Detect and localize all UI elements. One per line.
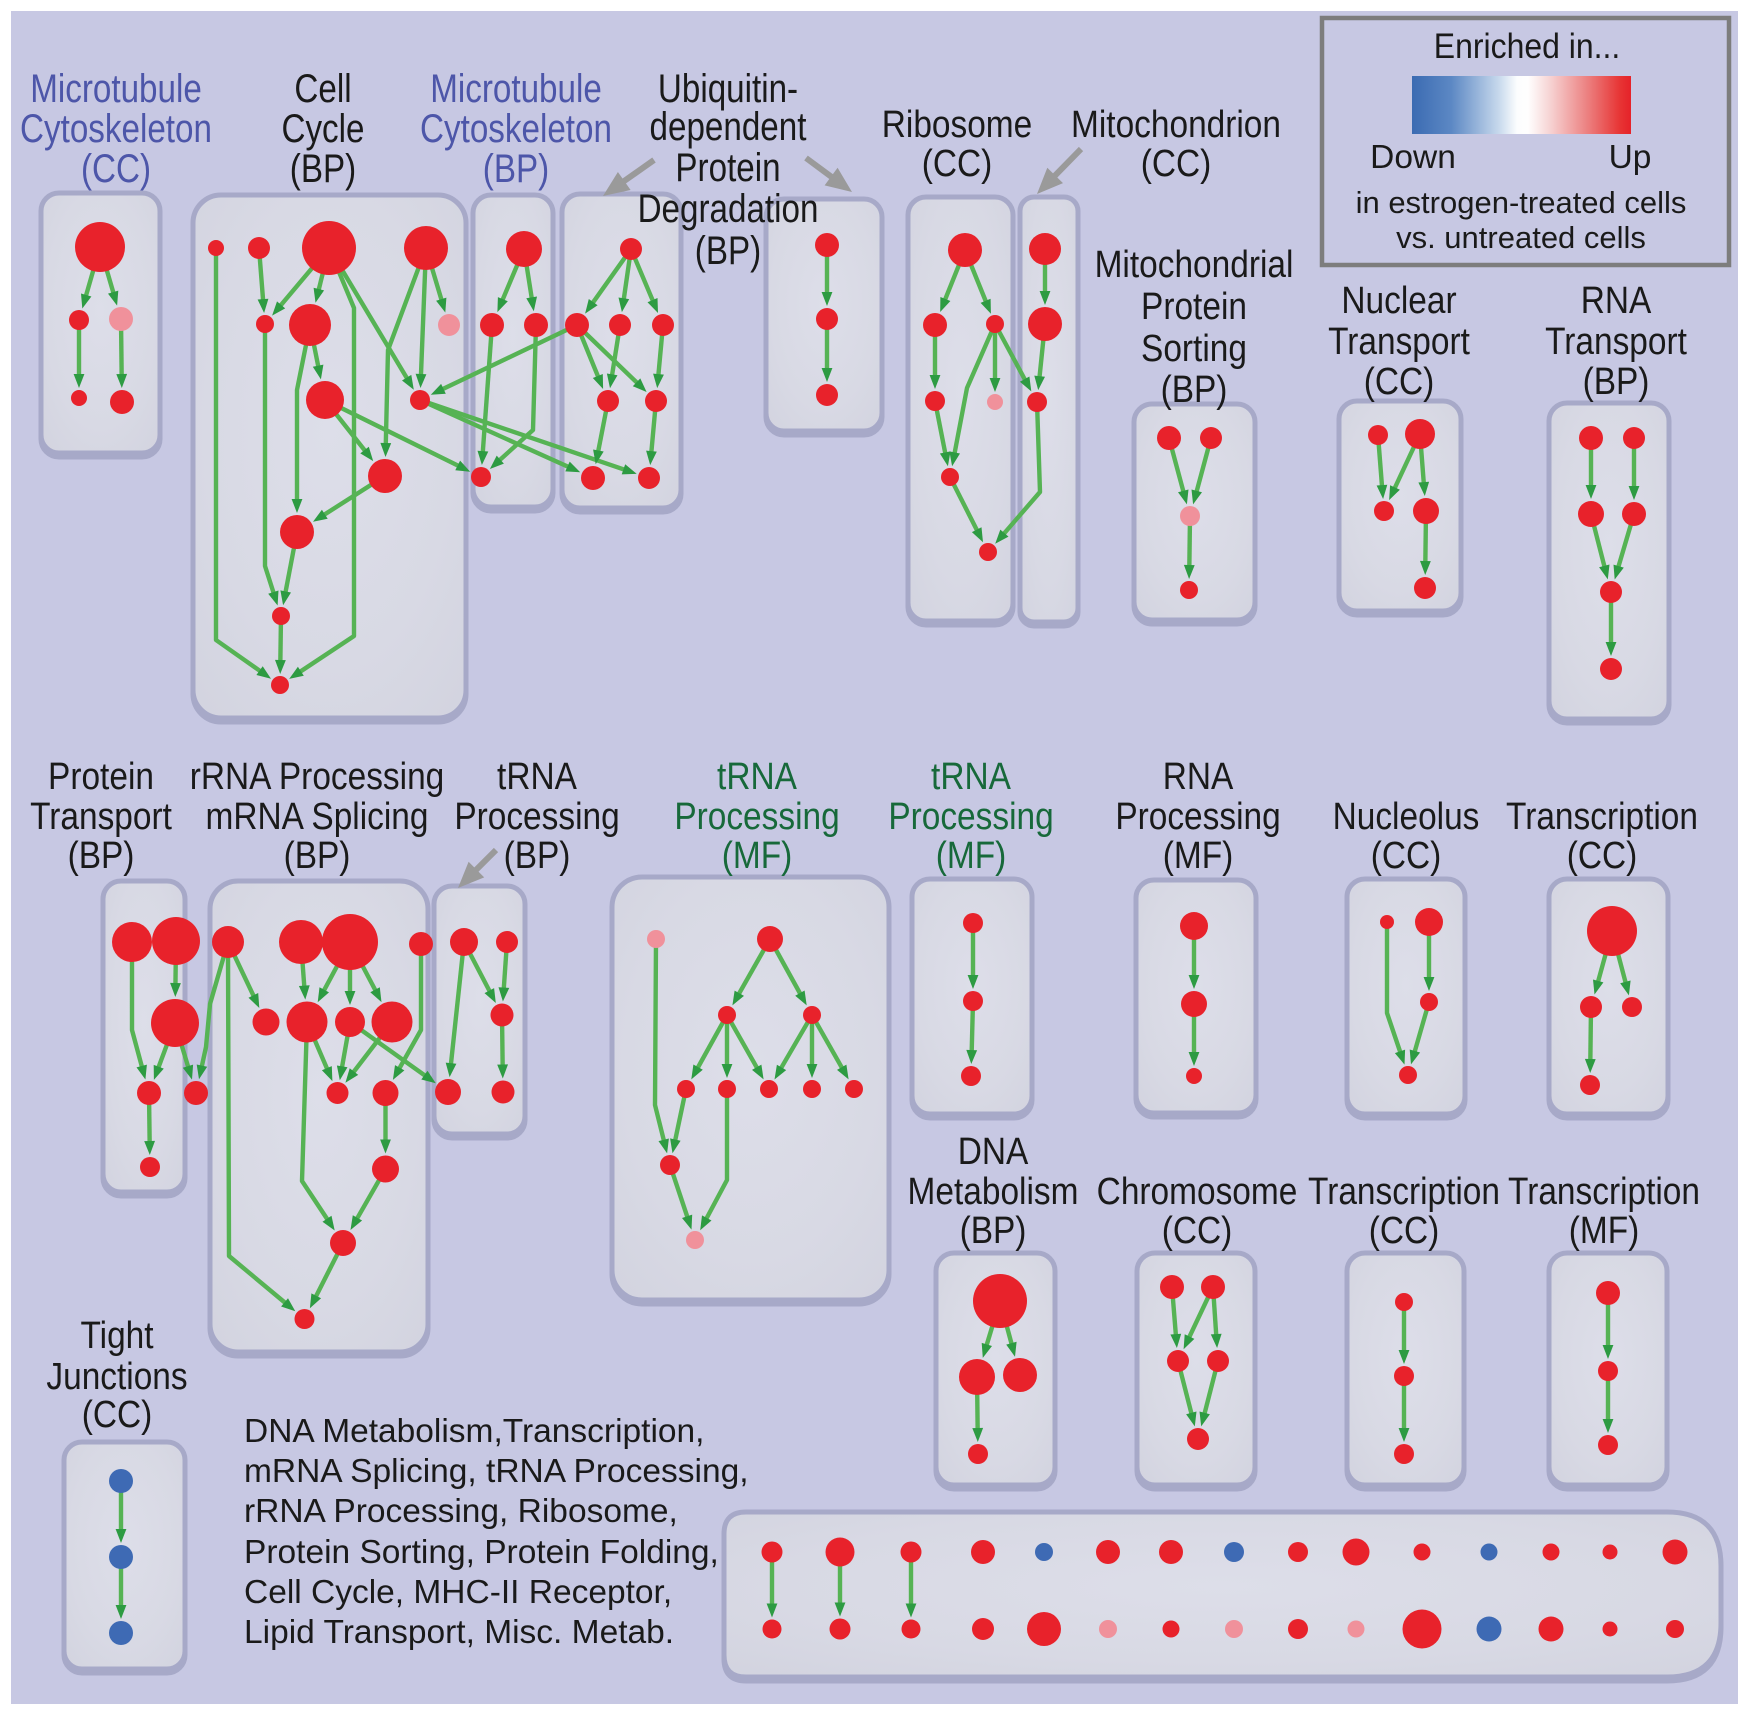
svg-text:(CC): (CC) (1364, 360, 1435, 402)
svg-text:(MF): (MF) (936, 834, 1007, 876)
svg-text:Enriched in...: Enriched in... (1434, 26, 1620, 66)
svg-text:(CC): (CC) (922, 142, 993, 184)
svg-text:Ubiquitin-: Ubiquitin- (658, 66, 798, 111)
svg-text:Metabolism: Metabolism (908, 1170, 1079, 1212)
svg-text:(MF): (MF) (1569, 1209, 1640, 1251)
svg-text:Processing: Processing (888, 795, 1053, 837)
svg-text:(CC): (CC) (81, 146, 151, 191)
svg-text:(BP): (BP) (504, 834, 571, 876)
svg-text:Degradation: Degradation (638, 186, 819, 231)
svg-text:Cycle: Cycle (281, 106, 364, 151)
svg-text:(BP): (BP) (1583, 360, 1650, 402)
svg-text:Mitochondrion: Mitochondrion (1071, 103, 1281, 145)
svg-text:(BP): (BP) (290, 146, 356, 191)
svg-text:(BP): (BP) (284, 834, 351, 876)
svg-text:(MF): (MF) (722, 834, 793, 876)
svg-text:Junctions: Junctions (46, 1355, 187, 1397)
svg-text:Cell: Cell (294, 66, 351, 111)
svg-text:(BP): (BP) (1161, 368, 1228, 410)
svg-text:Cytoskeleton: Cytoskeleton (20, 106, 212, 151)
svg-text:dependent: dependent (650, 104, 807, 149)
svg-text:Protein: Protein (675, 145, 780, 190)
svg-text:(CC): (CC) (1162, 1209, 1233, 1251)
svg-text:(CC): (CC) (82, 1393, 153, 1435)
svg-text:mRNA Splicing, tRNA Processing: mRNA Splicing, tRNA Processing, (244, 1453, 749, 1490)
svg-text:Down: Down (1370, 139, 1456, 176)
svg-text:Transcription: Transcription (1508, 1170, 1700, 1212)
svg-text:Protein: Protein (48, 755, 154, 797)
svg-text:Transport: Transport (1545, 320, 1687, 362)
svg-text:Protein: Protein (1141, 285, 1247, 327)
svg-text:Chromosome: Chromosome (1097, 1170, 1298, 1212)
svg-text:Processing: Processing (454, 795, 619, 837)
svg-text:Mitochondrial: Mitochondrial (1095, 243, 1294, 285)
svg-text:vs. untreated cells: vs. untreated cells (1396, 220, 1646, 255)
svg-text:Protein Sorting, Protein Foldi: Protein Sorting, Protein Folding, (244, 1534, 719, 1571)
svg-text:tRNA: tRNA (497, 755, 577, 797)
svg-text:Transport: Transport (30, 795, 172, 837)
svg-text:Ribosome: Ribosome (882, 103, 1033, 145)
svg-text:(BP): (BP) (483, 146, 549, 191)
svg-text:Microtubule: Microtubule (30, 66, 202, 111)
svg-text:Microtubule: Microtubule (430, 66, 602, 111)
svg-text:mRNA Splicing: mRNA Splicing (206, 795, 429, 837)
svg-text:(BP): (BP) (960, 1209, 1027, 1251)
svg-text:DNA Metabolism,Transcription,: DNA Metabolism,Transcription, (244, 1413, 704, 1450)
svg-text:tRNA: tRNA (717, 755, 797, 797)
svg-text:Transcription: Transcription (1308, 1170, 1500, 1212)
svg-text:Transcription: Transcription (1506, 795, 1698, 837)
svg-text:RNA: RNA (1581, 279, 1652, 321)
svg-text:(CC): (CC) (1141, 142, 1212, 184)
svg-text:tRNA: tRNA (931, 755, 1011, 797)
svg-text:Transport: Transport (1328, 320, 1470, 362)
svg-text:(CC): (CC) (1567, 834, 1638, 876)
svg-text:Processing: Processing (674, 795, 839, 837)
svg-text:rRNA Processing, Ribosome,: rRNA Processing, Ribosome, (244, 1493, 678, 1530)
svg-text:Processing: Processing (1115, 795, 1280, 837)
svg-text:Nuclear: Nuclear (1341, 279, 1456, 321)
svg-text:RNA: RNA (1163, 755, 1234, 797)
svg-text:DNA: DNA (958, 1130, 1029, 1172)
svg-text:(BP): (BP) (695, 228, 761, 273)
svg-text:(BP): (BP) (68, 834, 135, 876)
svg-text:in estrogen-treated cells: in estrogen-treated cells (1356, 185, 1687, 220)
svg-text:Up: Up (1609, 139, 1652, 176)
svg-text:(CC): (CC) (1371, 834, 1442, 876)
svg-text:Lipid Transport, Misc. Metab.: Lipid Transport, Misc. Metab. (244, 1614, 674, 1651)
svg-text:Sorting: Sorting (1141, 327, 1247, 369)
svg-text:Tight: Tight (80, 1314, 153, 1356)
svg-text:(CC): (CC) (1369, 1209, 1440, 1251)
svg-text:rRNA Processing: rRNA Processing (190, 755, 445, 797)
svg-text:(MF): (MF) (1163, 834, 1234, 876)
svg-text:Nucleolus: Nucleolus (1333, 795, 1480, 837)
svg-text:Cell Cycle, MHC-II Receptor,: Cell Cycle, MHC-II Receptor, (244, 1574, 672, 1611)
svg-text:Cytoskeleton: Cytoskeleton (420, 106, 612, 151)
